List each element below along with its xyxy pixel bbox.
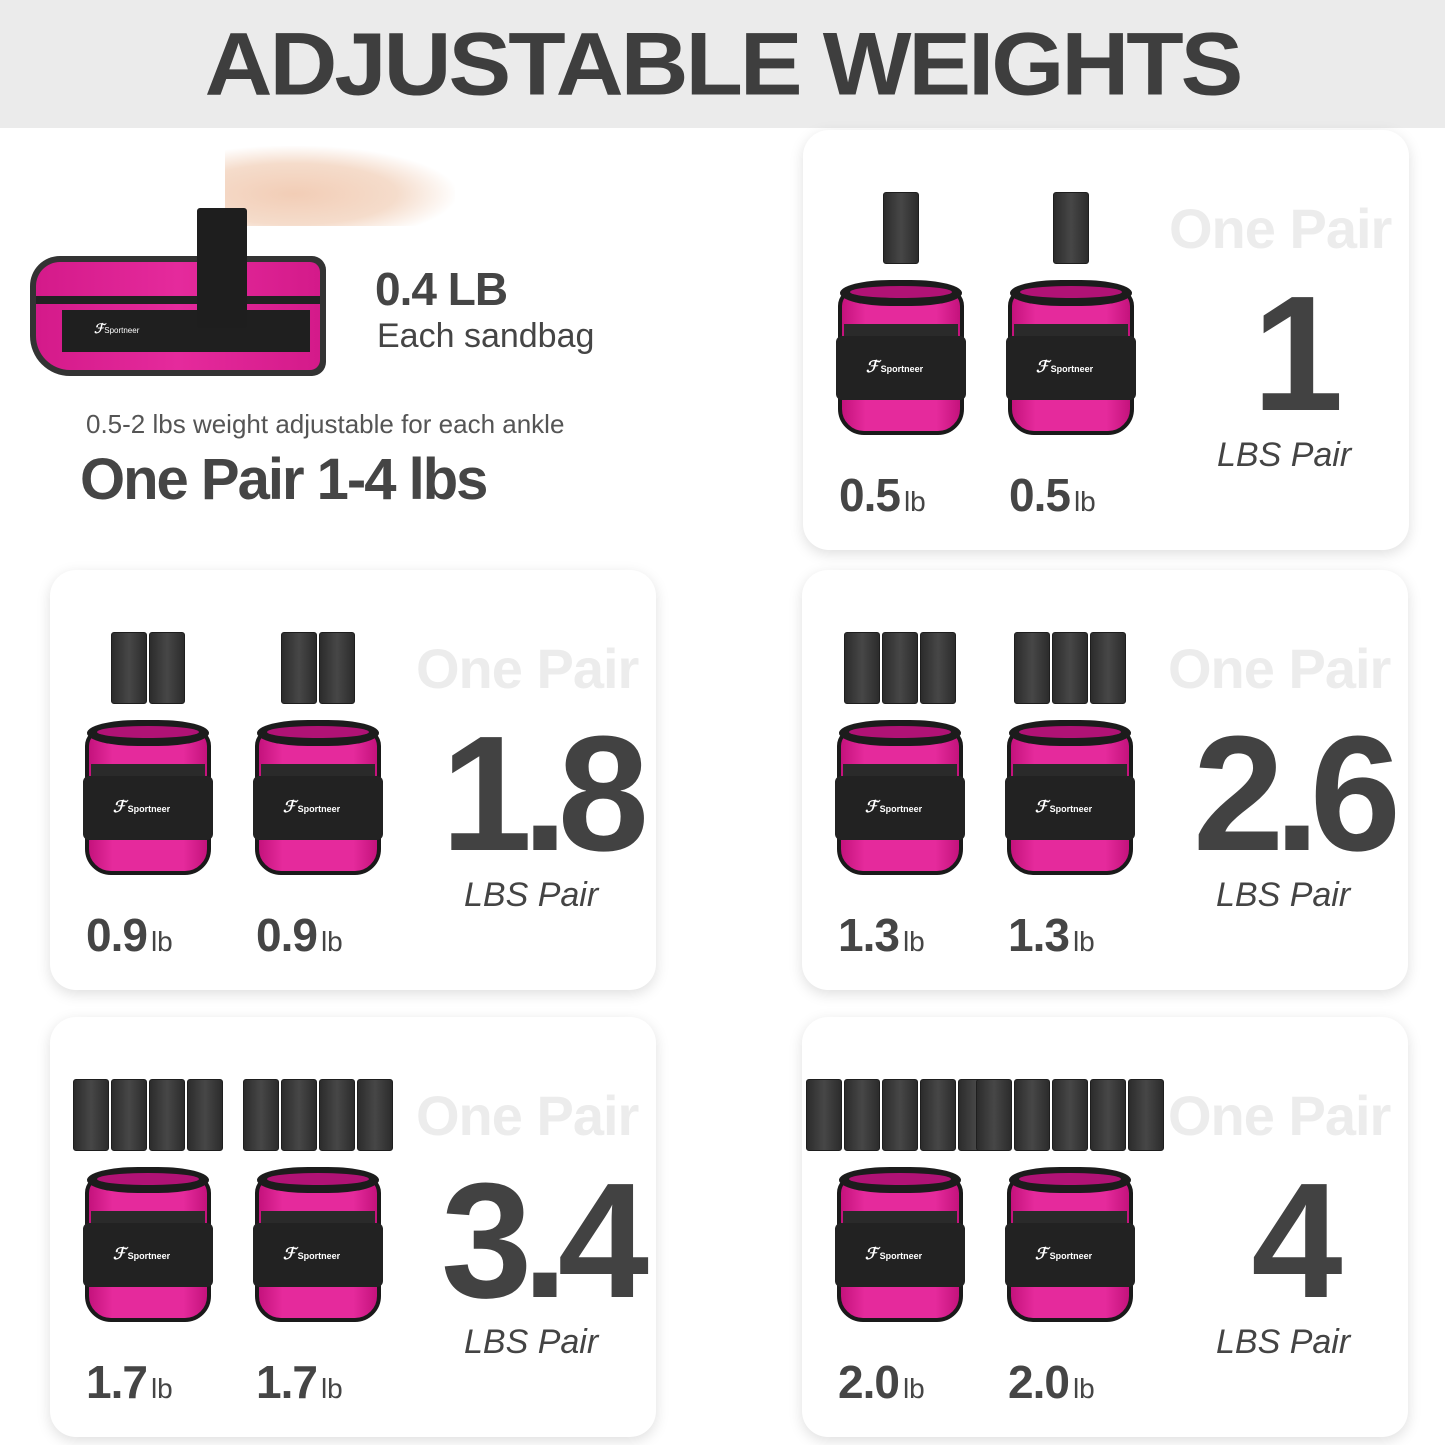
sandbag-icon bbox=[319, 1079, 355, 1151]
per-ankle-weight: 2.0 lb bbox=[1008, 1356, 1095, 1408]
lbs-pair-label: LBS Pair bbox=[1216, 876, 1351, 914]
sandbag-icon bbox=[243, 1079, 279, 1151]
ankle-weight-image: ℱ Sportneer bbox=[1005, 1167, 1135, 1322]
per-ankle-weight: 1.7 lb bbox=[86, 1356, 173, 1408]
per-ankle-weight: 1.3 lb bbox=[838, 909, 925, 961]
sandbag-weight: 0.4 LB bbox=[375, 263, 508, 315]
ankle-weight-image: ℱ Sportneer bbox=[83, 720, 213, 875]
sandbag-icon bbox=[281, 1079, 317, 1151]
per-ankle-weight: 0.9 lb bbox=[256, 909, 343, 961]
sandbag-caption: Each sandbag bbox=[377, 317, 595, 355]
sandbag-icon bbox=[976, 1079, 1012, 1151]
ankle-weight-image: ℱ Sportneer bbox=[253, 1167, 383, 1322]
sandbag-icon bbox=[187, 1079, 223, 1151]
sandbag-icon bbox=[149, 632, 185, 704]
per-ankle-weight: 1.7 lb bbox=[256, 1356, 343, 1408]
sandbag-icon bbox=[920, 1079, 956, 1151]
sandbag-icon bbox=[319, 632, 355, 704]
pair-total-weight: 3.4 bbox=[441, 1149, 649, 1332]
ankle-weight-image: ℱ Sportneer bbox=[83, 1167, 213, 1322]
lbs-pair-label: LBS Pair bbox=[1216, 1323, 1351, 1361]
intro-section: ℱSportneer 0.4 LB Each sandbag 0.5-2 lbs… bbox=[0, 128, 800, 548]
per-ankle-weight: 1.3 lb bbox=[1008, 909, 1095, 961]
per-ankle-weight: 0.5 lb bbox=[1009, 469, 1096, 521]
ankle-weight-image: ℱ Sportneer bbox=[253, 720, 383, 875]
sandbag-icon bbox=[357, 1079, 393, 1151]
lbs-pair-label: LBS Pair bbox=[464, 1323, 599, 1361]
weight-card: ℱ Sportneer 0.9 lb ℱ Sportneer 0.9 lb One Pair 1… bbox=[50, 570, 656, 990]
one-pair-label: One Pair bbox=[416, 637, 639, 700]
lbs-pair-label: LBS Pair bbox=[464, 876, 599, 914]
one-pair-label: One Pair bbox=[1168, 1084, 1391, 1147]
sandbag-icon bbox=[883, 192, 919, 264]
sandbag-icon bbox=[73, 1079, 109, 1151]
sandbag-icon bbox=[1053, 192, 1089, 264]
per-ankle-weight: 2.0 lb bbox=[838, 1356, 925, 1408]
one-pair-label: One Pair bbox=[416, 1084, 639, 1147]
one-pair-label: One Pair bbox=[1168, 637, 1391, 700]
weight-card: ℱ Sportneer 2.0 lb ℱ Sportneer 2.0 lb One Pair 4… bbox=[802, 1017, 1408, 1437]
open-ankle-weight-image: ℱSportneer bbox=[30, 256, 326, 376]
sandbag-icon bbox=[197, 208, 247, 328]
pair-total-weight: 2.6 bbox=[1193, 702, 1401, 885]
ankle-weight-image: ℱ Sportneer bbox=[1005, 720, 1135, 875]
brand-logo: ℱSportneer bbox=[94, 321, 140, 336]
sandbag-icon bbox=[1052, 632, 1088, 704]
pair-total-weight: 4 bbox=[1251, 1149, 1342, 1332]
page-title: ADJUSTABLE WEIGHTS bbox=[204, 13, 1244, 114]
pair-total-weight: 1 bbox=[1252, 262, 1343, 445]
pair-total-weight: 1.8 bbox=[441, 702, 649, 885]
per-ankle-weight: 0.9 lb bbox=[86, 909, 173, 961]
weight-card: ℱ Sportneer 1.7 lb ℱ Sportneer 1.7 lb One Pair 3… bbox=[50, 1017, 656, 1437]
sandbag-icon bbox=[1052, 1079, 1088, 1151]
sandbag-icon bbox=[1014, 632, 1050, 704]
intro-subtitle: 0.5-2 lbs weight adjustable for each ank… bbox=[86, 409, 565, 439]
header-banner: ADJUSTABLE WEIGHTS bbox=[0, 0, 1445, 128]
sandbag-icon bbox=[111, 1079, 147, 1151]
weight-card: ℱ Sportneer 0.5 lb ℱ Sportneer 0.5 lb One Pair 1… bbox=[803, 130, 1409, 550]
sandbag-icon bbox=[882, 632, 918, 704]
sandbag-icon bbox=[281, 632, 317, 704]
sandbag-icon bbox=[920, 632, 956, 704]
ankle-weight-image: ℱ Sportneer bbox=[835, 1167, 965, 1322]
sandbag-icon bbox=[149, 1079, 185, 1151]
sandbag-icon bbox=[1090, 1079, 1126, 1151]
sandbag-icon bbox=[1128, 1079, 1164, 1151]
ankle-weight-image: ℱ Sportneer bbox=[836, 280, 966, 435]
intro-headline: One Pair 1-4 lbs bbox=[80, 447, 488, 512]
weight-card: ℱ Sportneer 1.3 lb ℱ Sportneer 1.3 lb One Pair 2… bbox=[802, 570, 1408, 990]
one-pair-label: One Pair bbox=[1169, 197, 1392, 260]
sandbag-icon bbox=[844, 1079, 880, 1151]
ankle-weight-image: ℱ Sportneer bbox=[1006, 280, 1136, 435]
lbs-pair-label: LBS Pair bbox=[1217, 436, 1352, 474]
sandbag-icon bbox=[844, 632, 880, 704]
sandbag-icon bbox=[1090, 632, 1126, 704]
sandbag-icon bbox=[882, 1079, 918, 1151]
hand-image bbox=[225, 146, 455, 226]
sandbag-icon bbox=[806, 1079, 842, 1151]
sandbag-icon bbox=[111, 632, 147, 704]
ankle-weight-image: ℱ Sportneer bbox=[835, 720, 965, 875]
sandbag-icon bbox=[1014, 1079, 1050, 1151]
per-ankle-weight: 0.5 lb bbox=[839, 469, 926, 521]
